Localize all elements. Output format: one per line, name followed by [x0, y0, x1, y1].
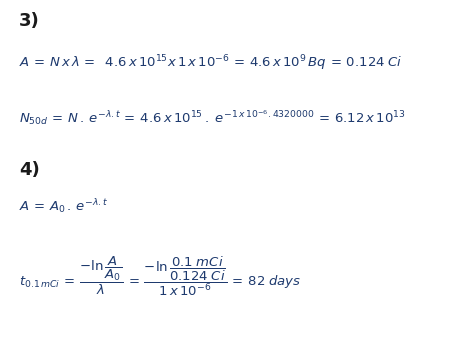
Text: $A\,=\,A_0\,.\,e^{-\lambda.t}$: $A\,=\,A_0\,.\,e^{-\lambda.t}$	[19, 197, 109, 215]
Text: 4): 4)	[19, 161, 40, 179]
Text: $N_{50d}\,=\,N\,.\,e^{-\lambda.t}\,=\,4.6\,x\,10^{15}\,.\;e^{-1\,x\,10^{-6}.4320: $N_{50d}\,=\,N\,.\,e^{-\lambda.t}\,=\,4.…	[19, 108, 406, 127]
Text: $A\,=\,N\,x\,\lambda\,=\;\;4.6\,x\,10^{15}x\,1\,x\,10^{-6}\,=\,4.6\,x\,10^{9}\,B: $A\,=\,N\,x\,\lambda\,=\;\;4.6\,x\,10^{1…	[19, 53, 402, 73]
Text: 3): 3)	[19, 12, 40, 30]
Text: $t_{0.1\,mCi}\,=\,\dfrac{-\ln\dfrac{A}{A_0}}{\lambda}\,=\,\dfrac{-\ln\dfrac{0.1\: $t_{0.1\,mCi}\,=\,\dfrac{-\ln\dfrac{A}{A…	[19, 255, 301, 298]
